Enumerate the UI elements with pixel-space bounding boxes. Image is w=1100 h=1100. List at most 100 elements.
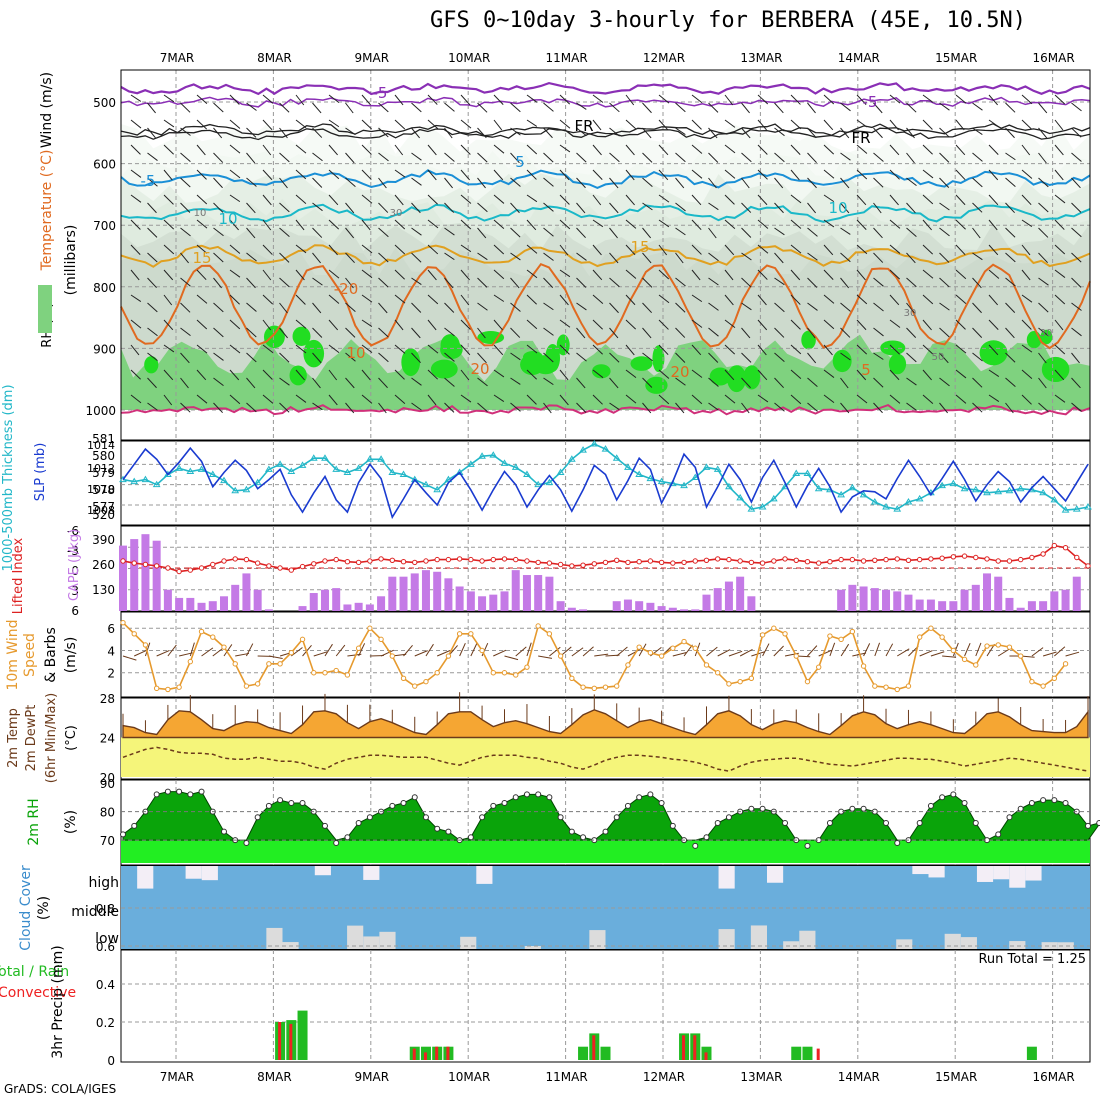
wind-barb (427, 269, 437, 281)
wind-barb (380, 649, 395, 657)
wind-barb (295, 119, 307, 129)
wind-barb (196, 169, 207, 180)
wind-barb (378, 127, 389, 138)
lifted-index-series-point (198, 565, 205, 571)
wind-barb (543, 402, 552, 414)
rh-blob (401, 348, 421, 377)
wind-barb (939, 277, 950, 288)
pressure-tick: 800 (93, 281, 116, 295)
rh2m-point (153, 791, 160, 798)
wind-barb (592, 369, 604, 379)
cape-bar (377, 596, 386, 611)
wind-barb (361, 194, 373, 204)
wind-barb (493, 294, 505, 302)
wind-barb (444, 302, 455, 313)
wind-speed-series-point (815, 664, 822, 670)
lifted-index-series-point (501, 556, 508, 562)
wind-barb (609, 277, 620, 288)
wind-barb (1038, 377, 1047, 389)
wind-barb (708, 277, 719, 286)
wind-barb (345, 152, 355, 164)
wind-barb (840, 152, 851, 161)
ylabel-t2m-units: (°C) (64, 725, 79, 751)
high-cloud-gap (185, 866, 202, 879)
wind-barb (414, 650, 428, 657)
rh2m-point (277, 797, 284, 804)
wind-barb (526, 219, 537, 231)
ylabel-precip: 3hr Precip (mm) (50, 945, 66, 1058)
wind-barb (130, 244, 141, 255)
wind-barb (840, 127, 850, 139)
wind-speed-series-point (860, 663, 867, 669)
wind-barb (972, 202, 983, 213)
wind-barb (582, 646, 594, 657)
wind-speed-series-point (456, 631, 463, 637)
wind-barb (246, 402, 257, 413)
wind-barb (427, 244, 439, 255)
wind-barb (741, 152, 752, 163)
cape-bar (612, 601, 621, 611)
rh-blob (979, 340, 1008, 366)
convective-bar (816, 1048, 820, 1060)
wind-barb (361, 244, 373, 254)
low-cloud-gap (896, 939, 913, 949)
wind-barb (939, 302, 950, 311)
wind-barb (691, 94, 703, 104)
wind-barb (394, 369, 405, 380)
cape-bar (231, 584, 240, 611)
wind-barb (1054, 194, 1066, 204)
thickness-series-point (276, 460, 284, 467)
wind-barb (526, 169, 537, 180)
thickness-series-point (691, 473, 700, 481)
wind10m-plot (120, 611, 1091, 698)
wind-barb (246, 177, 257, 187)
high-cloud-gap (928, 866, 945, 878)
wind-barb (167, 644, 177, 657)
wind-barb (774, 227, 785, 236)
wind-barb (180, 277, 191, 287)
wind-barb (658, 244, 668, 256)
lifted-index-series-point (1040, 551, 1046, 557)
wind-barb (543, 277, 554, 288)
wind-barb (889, 119, 899, 131)
wind-barb (856, 194, 867, 206)
wind-barb (906, 152, 915, 164)
wind-barb (988, 194, 999, 206)
wind-barb (609, 227, 618, 239)
wind-barb (724, 94, 734, 106)
wind-barb (493, 94, 504, 105)
wind-barb (1005, 202, 1015, 214)
wind-barb (163, 344, 175, 353)
wind-barb (609, 152, 620, 163)
wind-barb (328, 244, 338, 256)
wind-barb (262, 244, 273, 255)
high-cloud-gap (201, 866, 218, 881)
wind-barb (1038, 152, 1047, 164)
wind-barb (213, 202, 224, 213)
wind-barb (394, 219, 406, 230)
wind-barb (724, 144, 736, 154)
rh2m-point (972, 820, 979, 826)
wind-barb (823, 144, 835, 155)
wind-barb (708, 302, 719, 311)
wind-barb (889, 219, 901, 229)
wind-barb (955, 319, 966, 330)
wind-barb (1038, 252, 1048, 264)
wind-barb (672, 652, 687, 657)
rh2m-point (176, 788, 183, 795)
wind-barb (460, 119, 472, 129)
wind-barb (592, 219, 604, 228)
lifted-index-series-point (490, 556, 496, 563)
contour-label: 5 (515, 153, 525, 171)
wind-barb (939, 327, 950, 338)
wind-barb (625, 269, 637, 279)
wind-barb (939, 152, 950, 163)
wind-barb (295, 319, 307, 329)
wind-barb (790, 219, 802, 229)
lifted-index-series-point (703, 557, 710, 563)
wind-speed-series-point (1062, 661, 1069, 667)
wind-barb (609, 127, 620, 137)
wind-barb (477, 202, 488, 213)
wind-barb (741, 377, 751, 389)
wind-barb (922, 144, 933, 155)
